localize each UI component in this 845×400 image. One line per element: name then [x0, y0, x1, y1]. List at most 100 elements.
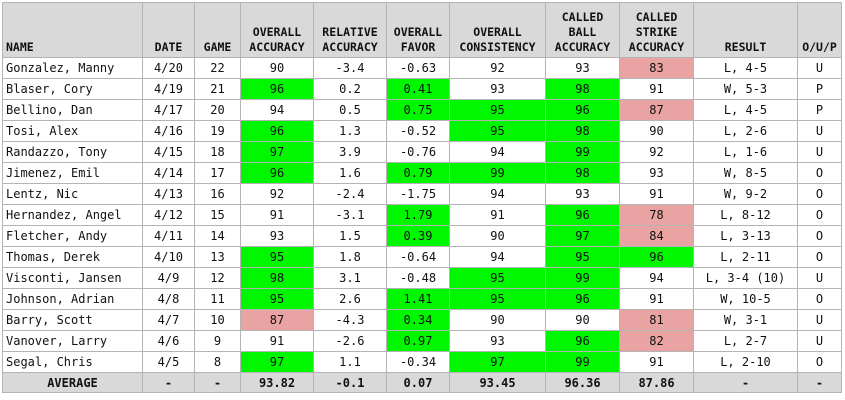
overall-consistency-cell: 95 [449, 99, 546, 121]
overall-consistency-cell: 95 [449, 288, 546, 310]
umpire-name-cell: Tosi, Alex [2, 120, 143, 142]
game-result-cell: L, 4-5 [693, 57, 798, 79]
over-under-push-cell: O [797, 288, 842, 310]
game-result-cell: L, 2-10 [693, 351, 798, 373]
relative-accuracy-cell: 1.6 [313, 162, 387, 184]
overall-accuracy-cell: 90 [240, 57, 314, 79]
overall-consistency-cell: 94 [449, 246, 546, 268]
overall-accuracy-cell: 96 [240, 162, 314, 184]
header-called-strike-accuracy: CALLED STRIKE ACCURACY [619, 2, 694, 58]
called-strike-accuracy-cell: 81 [619, 309, 694, 331]
average-overall-accuracy: 93.82 [240, 372, 314, 393]
umpire-name-cell: Hernandez, Angel [2, 204, 143, 226]
overall-accuracy-cell: 92 [240, 183, 314, 205]
table-footer: AVERAGE - - 93.82 -0.1 0.07 93.45 96.36 … [2, 372, 842, 393]
relative-accuracy-cell: 1.5 [313, 225, 387, 247]
over-under-push-cell: O [797, 351, 842, 373]
average-date: - [142, 372, 195, 393]
relative-accuracy-cell: -2.6 [313, 330, 387, 352]
game-date-cell: 4/14 [142, 162, 195, 184]
game-date-cell: 4/15 [142, 141, 195, 163]
overall-consistency-cell: 95 [449, 120, 546, 142]
overall-accuracy-cell: 94 [240, 99, 314, 121]
overall-favor-cell: 0.97 [386, 330, 450, 352]
over-under-push-cell: O [797, 183, 842, 205]
over-under-push-cell: P [797, 78, 842, 100]
overall-accuracy-cell: 97 [240, 141, 314, 163]
overall-consistency-cell: 90 [449, 225, 546, 247]
table-row: Fletcher, Andy 4/11 14 93 1.5 0.39 90 97 84 L, 3-… [2, 225, 842, 247]
umpire-scorecard: NAME DATE GAME OVERALL ACCURACY RELATIVE… [2, 2, 842, 393]
header-called-ball-accuracy: CALLED BALL ACCURACY [545, 2, 620, 58]
overall-accuracy-cell: 93 [240, 225, 314, 247]
overall-consistency-cell: 95 [449, 267, 546, 289]
game-result-cell: W, 9-2 [693, 183, 798, 205]
header-name: NAME [2, 2, 143, 58]
table-row: Hernandez, Angel 4/12 15 91 -3.1 1.79 91 96 78 L,… [2, 204, 842, 226]
overall-favor-cell: -0.63 [386, 57, 450, 79]
average-result: - [693, 372, 798, 393]
header-overall-favor: OVERALL FAVOR [386, 2, 450, 58]
relative-accuracy-cell: 2.6 [313, 288, 387, 310]
umpire-name-cell: Fletcher, Andy [2, 225, 143, 247]
average-called-strike-accuracy: 87.86 [619, 372, 694, 393]
overall-consistency-cell: 94 [449, 183, 546, 205]
called-ball-accuracy-cell: 98 [545, 78, 620, 100]
over-under-push-cell: O [797, 225, 842, 247]
called-strike-accuracy-cell: 78 [619, 204, 694, 226]
table-row: Randazzo, Tony 4/15 18 97 3.9 -0.76 94 99 92 L, 1… [2, 141, 842, 163]
header-overall-accuracy: OVERALL ACCURACY [240, 2, 314, 58]
called-ball-accuracy-cell: 98 [545, 120, 620, 142]
game-result-cell: W, 5-3 [693, 78, 798, 100]
umpire-name-cell: Gonzalez, Manny [2, 57, 143, 79]
game-number-cell: 18 [194, 141, 241, 163]
table-row: Tosi, Alex 4/16 19 96 1.3 -0.52 95 98 90 L, 2-6 U [2, 120, 842, 142]
game-number-cell: 12 [194, 267, 241, 289]
overall-accuracy-cell: 87 [240, 309, 314, 331]
game-number-cell: 16 [194, 183, 241, 205]
umpire-accuracy-table: NAME DATE GAME OVERALL ACCURACY RELATIVE… [2, 2, 842, 393]
over-under-push-cell: U [797, 330, 842, 352]
overall-accuracy-cell: 95 [240, 288, 314, 310]
average-overall-consistency: 93.45 [449, 372, 546, 393]
umpire-name-cell: Vanover, Larry [2, 330, 143, 352]
table-row: Jimenez, Emil 4/14 17 96 1.6 0.79 99 98 93 W, 8-5… [2, 162, 842, 184]
overall-favor-cell: 0.34 [386, 309, 450, 331]
average-game: - [194, 372, 241, 393]
game-result-cell: L, 4-5 [693, 99, 798, 121]
average-oup: - [797, 372, 842, 393]
overall-consistency-cell: 93 [449, 78, 546, 100]
over-under-push-cell: U [797, 141, 842, 163]
overall-favor-cell: 1.41 [386, 288, 450, 310]
average-overall-favor: 0.07 [386, 372, 450, 393]
game-number-cell: 15 [194, 204, 241, 226]
umpire-name-cell: Visconti, Jansen [2, 267, 143, 289]
header-date: DATE [142, 2, 195, 58]
over-under-push-cell: P [797, 99, 842, 121]
called-ball-accuracy-cell: 98 [545, 162, 620, 184]
overall-accuracy-cell: 95 [240, 246, 314, 268]
relative-accuracy-cell: -3.4 [313, 57, 387, 79]
table-row: Vanover, Larry 4/6 9 91 -2.6 0.97 93 96 82 L, 2-7… [2, 330, 842, 352]
game-result-cell: L, 1-6 [693, 141, 798, 163]
table-row: Blaser, Cory 4/19 21 96 0.2 0.41 93 98 91 W, 5-3 P [2, 78, 842, 100]
overall-consistency-cell: 90 [449, 309, 546, 331]
overall-consistency-cell: 92 [449, 57, 546, 79]
called-strike-accuracy-cell: 92 [619, 141, 694, 163]
game-date-cell: 4/16 [142, 120, 195, 142]
relative-accuracy-cell: -4.3 [313, 309, 387, 331]
table-row: Segal, Chris 4/5 8 97 1.1 -0.34 97 99 91 L, 2-10 O [2, 351, 842, 373]
called-strike-accuracy-cell: 94 [619, 267, 694, 289]
game-date-cell: 4/17 [142, 99, 195, 121]
average-called-ball-accuracy: 96.36 [545, 372, 620, 393]
overall-accuracy-cell: 98 [240, 267, 314, 289]
over-under-push-cell: U [797, 120, 842, 142]
called-strike-accuracy-cell: 91 [619, 351, 694, 373]
table-body: Gonzalez, Manny 4/20 22 90 -3.4 -0.63 92 93 83 L,… [2, 57, 842, 373]
header-oup: O/U/P [797, 2, 842, 58]
overall-favor-cell: -0.64 [386, 246, 450, 268]
game-date-cell: 4/7 [142, 309, 195, 331]
overall-favor-cell: -0.34 [386, 351, 450, 373]
overall-favor-cell: 1.79 [386, 204, 450, 226]
game-date-cell: 4/20 [142, 57, 195, 79]
